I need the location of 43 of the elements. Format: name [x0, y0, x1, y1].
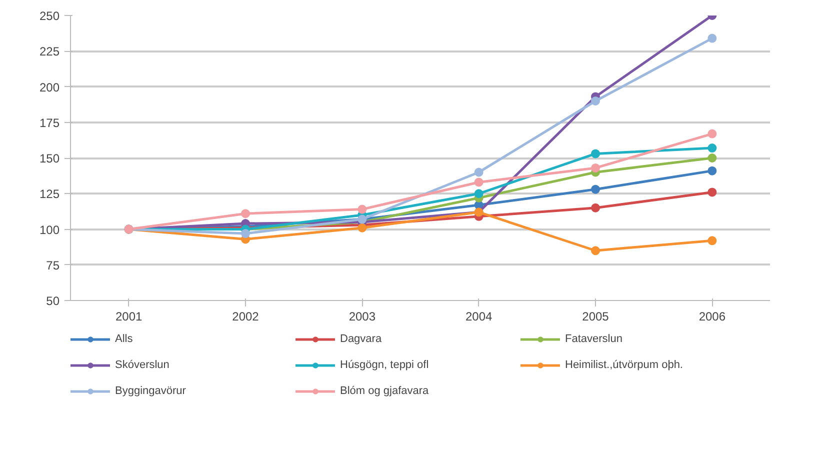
- point: [591, 184, 600, 194]
- legend-label: Skóverslun: [115, 359, 170, 371]
- point: [474, 189, 484, 198]
- y-tick-label: 250: [39, 9, 60, 23]
- point: [241, 209, 250, 218]
- point: [708, 188, 717, 197]
- y-tick-label: 125: [39, 187, 60, 202]
- y-tick-label: 150: [39, 152, 60, 166]
- legend-label: Fataverslun: [565, 333, 624, 345]
- y-tick-label: 175: [39, 116, 60, 130]
- point: [591, 246, 600, 256]
- point: [474, 178, 484, 187]
- point: [708, 166, 717, 176]
- point: [474, 168, 484, 177]
- point: [708, 129, 717, 138]
- point: [358, 204, 367, 214]
- x-tick-label: 2001: [115, 310, 143, 324]
- point: [591, 149, 600, 158]
- point: [708, 236, 717, 246]
- y-tick-label: 100: [39, 222, 60, 237]
- point: [708, 34, 717, 43]
- y-tick-label: 75: [46, 258, 60, 272]
- y-tick-label: 50: [46, 294, 60, 308]
- y-tick-label: 225: [39, 44, 60, 59]
- point: [708, 154, 717, 162]
- legend-label: Dagvara: [340, 333, 383, 345]
- point: [591, 96, 600, 106]
- x-tick-label: 2004: [465, 310, 493, 324]
- x-tick-label: 2005: [582, 310, 610, 324]
- point: [591, 203, 600, 212]
- y-tick-label: 200: [39, 80, 60, 94]
- x-tick-label: 2003: [348, 310, 376, 324]
- point: [708, 144, 717, 153]
- point: [591, 163, 600, 172]
- legend-label: Heimilist.,útvörpum oþh.: [565, 359, 684, 371]
- x-tick-label: 2006: [698, 310, 726, 324]
- point: [358, 223, 367, 232]
- point: [241, 229, 250, 238]
- legend-label: Byggingavörur: [115, 385, 187, 397]
- legend-label: Húsgögn, teppi ofl: [340, 359, 430, 371]
- legend-label: Blóm og gjafavara: [340, 385, 430, 397]
- x-tick-label: 2002: [232, 310, 260, 324]
- legend-label: Alls: [115, 333, 134, 345]
